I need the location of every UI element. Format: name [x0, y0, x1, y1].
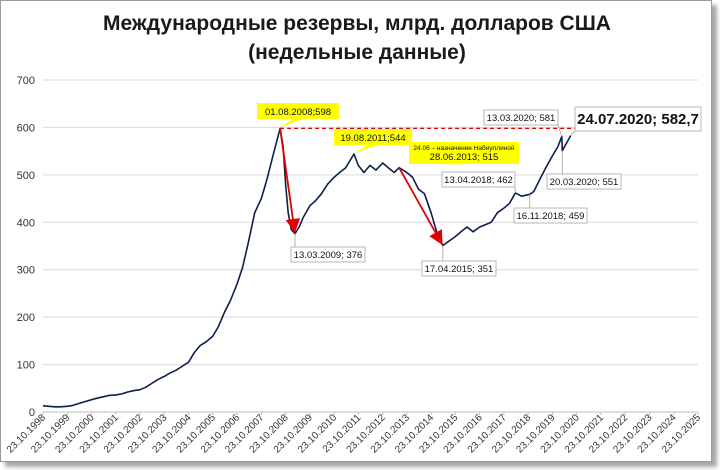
annotation-6: 16.11.2018; 459 — [513, 194, 588, 224]
label-box — [574, 106, 702, 132]
reserves-series-line — [42, 127, 572, 408]
label-box — [483, 109, 559, 126]
arrows — [279, 128, 443, 246]
label-box — [290, 246, 366, 263]
label-box — [441, 171, 516, 188]
data-label: 13.04.2018; 462 — [444, 175, 513, 186]
callout-pointer — [280, 119, 303, 128]
annotation-5: 13.04.2018; 462 — [441, 171, 516, 193]
callout-label-line-1: 24.06 – назначение Набиуллиной — [413, 144, 515, 152]
y-tick-label: 0 — [29, 407, 35, 419]
annotation-1: 19.08.2011;544 — [334, 129, 412, 153]
y-tick-label: 400 — [17, 217, 35, 229]
y-tick-label: 500 — [17, 170, 35, 182]
annotation-2: 24.06 – назначение Набиуллиной28.06.2013… — [399, 142, 519, 167]
callout-label-line-2: 28.06.2013; 515 — [430, 152, 499, 163]
leader-line — [557, 124, 563, 137]
data-label: 16.11.2018; 459 — [517, 211, 585, 222]
chart-frame: Международные резервы, млрд. долларов СШ… — [0, 0, 712, 462]
callout-label: 01.08.2008;598 — [265, 107, 331, 118]
label-box — [421, 260, 497, 277]
label-box — [546, 173, 622, 190]
y-tick-label: 200 — [17, 312, 35, 324]
chart-title-line-2: (недельные данные) — [248, 41, 466, 64]
y-tick-label: 300 — [17, 265, 35, 277]
data-label: 13.03.2020; 581 — [487, 113, 556, 124]
callout-box — [334, 129, 412, 145]
y-tick-label: 100 — [17, 360, 35, 372]
line-chart: 010020030040050060070023.10.199823.10.19… — [5, 75, 703, 456]
data-label: 20.03.2020; 551 — [550, 177, 619, 188]
data-label: 24.07.2020; 582,7 — [577, 111, 699, 128]
chart-title: Международные резервы, млрд. долларов СШ… — [1, 9, 713, 67]
data-label: 17.04.2015; 351 — [425, 264, 494, 275]
decline-arrow — [398, 167, 443, 246]
label-box — [513, 207, 588, 224]
callout-pointer — [354, 145, 378, 153]
callout-box — [409, 142, 519, 164]
annotation-0: 01.08.2008;598 — [257, 103, 339, 128]
callout-pointer — [399, 164, 469, 167]
callout-box — [257, 103, 339, 119]
callout-label: 19.08.2011;544 — [340, 133, 405, 144]
y-tick-label: 600 — [17, 122, 35, 134]
annotation-3: 13.03.2009; 376 — [290, 233, 366, 263]
leader-line — [570, 130, 576, 136]
annotation-9: 24.07.2020; 582,7 — [570, 106, 702, 136]
y-tick-label: 700 — [17, 75, 35, 87]
annotation-8: 20.03.2020; 551 — [546, 150, 622, 190]
data-label: 13.03.2009; 376 — [294, 250, 363, 261]
annotation-4: 17.04.2015; 351 — [421, 245, 497, 277]
annotation-7: 13.03.2020; 581 — [483, 109, 563, 137]
chart-title-line-1: Международные резервы, млрд. долларов СШ… — [103, 12, 611, 35]
series-layer — [42, 127, 572, 408]
decline-arrow — [279, 128, 301, 234]
